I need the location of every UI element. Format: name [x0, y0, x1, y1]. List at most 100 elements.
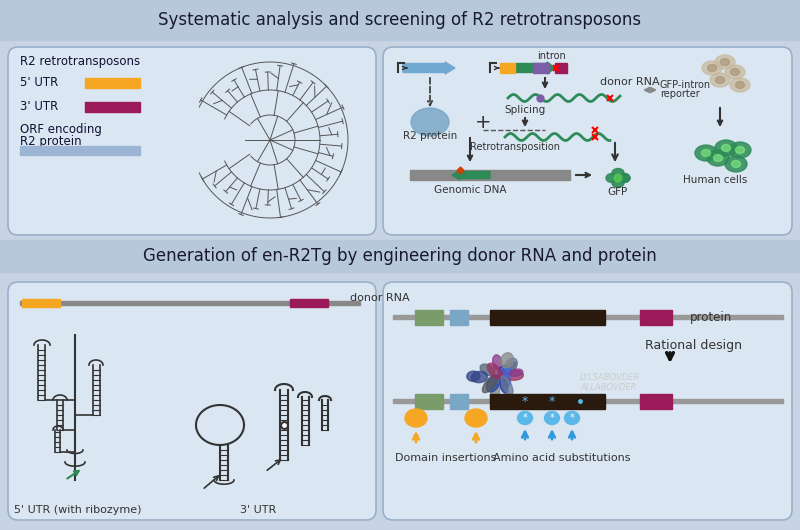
Ellipse shape	[471, 372, 487, 383]
Bar	[500, 63, 515, 73]
FancyArrow shape	[403, 62, 455, 74]
Ellipse shape	[725, 156, 747, 172]
Bar	[450, 310, 468, 325]
Ellipse shape	[466, 371, 480, 382]
Text: Genomic DNA: Genomic DNA	[434, 185, 506, 195]
Text: intron: intron	[538, 51, 566, 61]
Ellipse shape	[510, 369, 522, 376]
Ellipse shape	[730, 68, 739, 75]
Ellipse shape	[493, 355, 502, 370]
FancyBboxPatch shape	[8, 282, 376, 520]
Ellipse shape	[606, 173, 618, 182]
Text: reporter: reporter	[660, 89, 700, 99]
Text: Splicing: Splicing	[504, 105, 546, 115]
Ellipse shape	[490, 383, 500, 403]
Ellipse shape	[735, 82, 745, 89]
Ellipse shape	[731, 161, 741, 167]
Text: Domain insertions: Domain insertions	[395, 453, 497, 463]
Text: R2 protein: R2 protein	[20, 136, 82, 148]
Bar	[20, 301, 360, 305]
Ellipse shape	[612, 169, 624, 178]
Ellipse shape	[501, 353, 514, 368]
Ellipse shape	[565, 411, 579, 425]
Bar	[0, 0, 800, 40]
Text: *: *	[522, 413, 527, 423]
Ellipse shape	[545, 411, 559, 425]
Ellipse shape	[505, 358, 518, 372]
Ellipse shape	[715, 140, 737, 156]
Ellipse shape	[486, 375, 500, 392]
Ellipse shape	[480, 364, 495, 376]
Bar	[640, 310, 672, 325]
Text: Human cells: Human cells	[683, 175, 747, 185]
Text: GFP: GFP	[608, 187, 628, 197]
Bar	[85, 78, 140, 88]
Bar	[22, 299, 60, 307]
Text: *: *	[522, 394, 528, 408]
Text: R2 protein: R2 protein	[403, 131, 457, 141]
Bar	[533, 63, 549, 73]
Ellipse shape	[695, 145, 717, 161]
Bar	[555, 63, 567, 73]
Text: +: +	[474, 112, 491, 131]
Ellipse shape	[411, 108, 449, 136]
FancyBboxPatch shape	[383, 282, 792, 520]
Text: Generation of en-R2Tg by engineering donor RNA and protein: Generation of en-R2Tg by engineering don…	[143, 247, 657, 265]
Ellipse shape	[518, 411, 533, 425]
Bar	[410, 170, 570, 180]
FancyBboxPatch shape	[383, 47, 792, 235]
Ellipse shape	[482, 375, 498, 393]
Text: Amino acid substitutions: Amino acid substitutions	[494, 453, 630, 463]
Bar	[290, 299, 328, 307]
Text: 3' UTR: 3' UTR	[20, 101, 58, 113]
Text: *: *	[570, 413, 574, 423]
Ellipse shape	[501, 376, 513, 395]
Text: *: *	[550, 413, 554, 423]
Bar	[640, 394, 672, 409]
Bar	[0, 240, 800, 272]
Ellipse shape	[735, 146, 745, 154]
FancyBboxPatch shape	[8, 47, 376, 235]
Bar	[170, 307, 350, 502]
Text: ORF encoding: ORF encoding	[20, 123, 102, 137]
Ellipse shape	[405, 409, 427, 427]
Text: Systematic analysis and screening of R2 retrotransposons: Systematic analysis and screening of R2 …	[158, 11, 642, 29]
Text: protein: protein	[690, 311, 732, 323]
Text: LYLSABOVDER: LYLSABOVDER	[580, 374, 641, 383]
Text: Retrotransposition: Retrotransposition	[470, 142, 560, 152]
Ellipse shape	[715, 55, 735, 69]
Text: 3' UTR: 3' UTR	[240, 505, 276, 515]
Ellipse shape	[500, 362, 517, 377]
Text: 5' UTR: 5' UTR	[20, 76, 58, 90]
Text: ALLABOVDER: ALLABOVDER	[580, 384, 637, 393]
Ellipse shape	[730, 78, 750, 92]
Ellipse shape	[612, 179, 624, 188]
Bar	[490, 394, 605, 409]
Ellipse shape	[729, 142, 751, 158]
Text: GFP-intron: GFP-intron	[660, 80, 711, 90]
Ellipse shape	[614, 174, 622, 182]
Ellipse shape	[722, 145, 730, 152]
Ellipse shape	[707, 150, 729, 166]
Ellipse shape	[499, 367, 512, 379]
Text: donor RNA: donor RNA	[350, 293, 410, 303]
FancyArrow shape	[452, 170, 490, 180]
Bar	[415, 310, 443, 325]
Text: R2 retrotransposons: R2 retrotransposons	[20, 56, 140, 68]
FancyArrow shape	[515, 62, 555, 74]
Ellipse shape	[500, 375, 510, 386]
Ellipse shape	[498, 365, 508, 377]
Bar	[450, 394, 468, 409]
Bar	[490, 310, 605, 325]
Text: *: *	[549, 394, 555, 408]
Bar	[415, 394, 443, 409]
Ellipse shape	[714, 155, 722, 162]
Ellipse shape	[721, 58, 730, 66]
Ellipse shape	[715, 76, 725, 84]
Bar	[20, 146, 140, 155]
Ellipse shape	[504, 370, 523, 380]
Ellipse shape	[707, 65, 717, 72]
Ellipse shape	[465, 409, 487, 427]
Ellipse shape	[702, 149, 710, 156]
Ellipse shape	[725, 65, 745, 79]
